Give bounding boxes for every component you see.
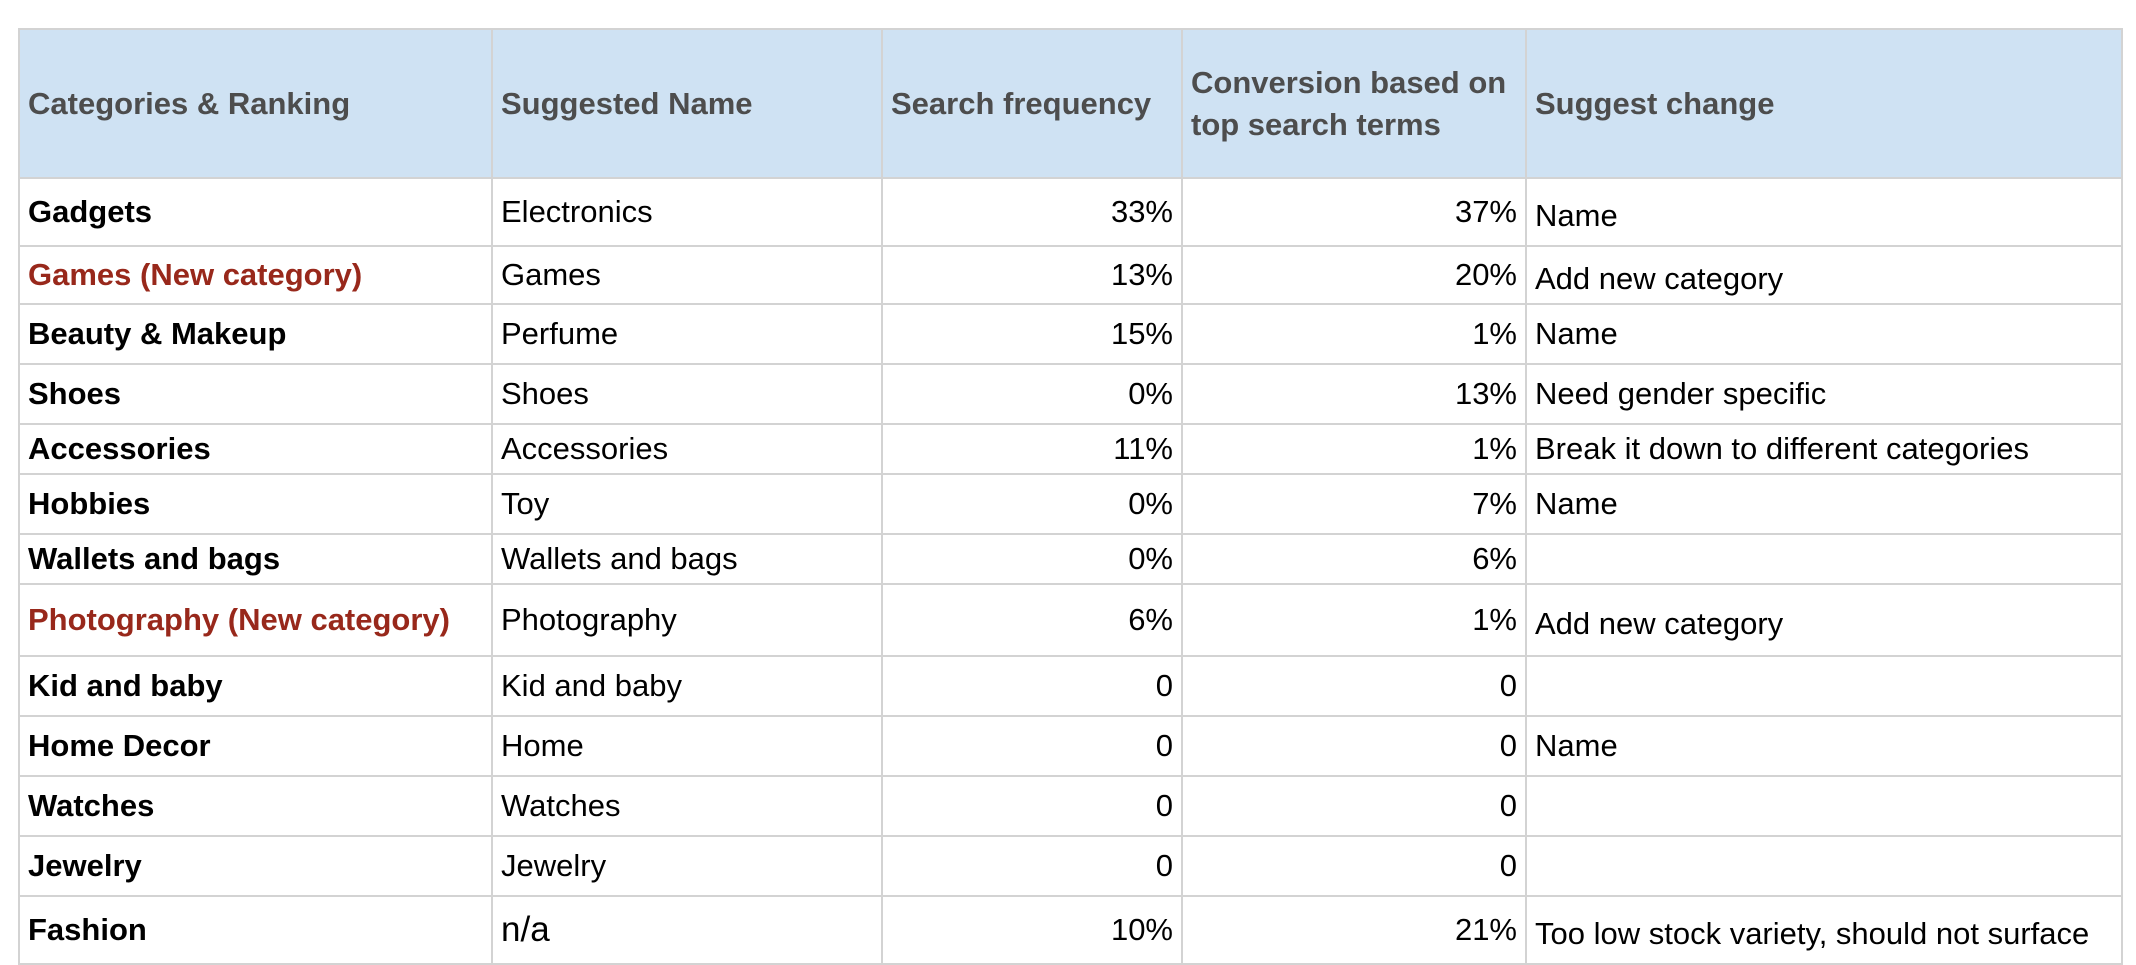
category-cell[interactable]: Home Decor [18,715,493,777]
suggest-change-cell[interactable]: Add new category [1525,245,2123,305]
search-frequency-cell[interactable]: 0% [881,363,1183,425]
conversion-cell[interactable]: 1% [1181,583,1527,657]
suggested-name-cell[interactable]: Wallets and bags [491,533,883,585]
suggest-change-cell[interactable]: Add new category [1525,583,2123,657]
suggested-name-cell[interactable]: Shoes [491,363,883,425]
suggested-name-cell[interactable]: Kid and baby [491,655,883,717]
search-frequency-cell[interactable]: 6% [881,583,1183,657]
category-cell[interactable]: Shoes [18,363,493,425]
category-cell[interactable]: Accessories [18,423,493,475]
suggest-change-cell[interactable] [1525,533,2123,585]
conversion-cell[interactable]: 0 [1181,715,1527,777]
suggested-name-cell[interactable]: Toy [491,473,883,535]
search-frequency-cell[interactable]: 0% [881,473,1183,535]
header-row: Categories & Ranking Suggested Name Sear… [18,28,2123,179]
suggest-change-cell[interactable]: Need gender specific [1525,363,2123,425]
conversion-cell[interactable]: 0 [1181,835,1527,897]
conversion-cell[interactable]: 1% [1181,423,1527,475]
search-frequency-cell[interactable]: 0% [881,533,1183,585]
conversion-cell[interactable]: 0 [1181,655,1527,717]
suggest-change-cell[interactable]: Name [1525,303,2123,365]
conversion-cell[interactable]: 13% [1181,363,1527,425]
category-cell[interactable]: Gadgets [18,177,493,247]
header-search-frequency[interactable]: Search frequency [881,28,1183,179]
search-frequency-cell[interactable]: 0 [881,655,1183,717]
category-cell[interactable]: Photography (New category) [18,583,493,657]
header-suggest-change[interactable]: Suggest change [1525,28,2123,179]
header-suggested-name[interactable]: Suggested Name [491,28,883,179]
header-category[interactable]: Categories & Ranking [18,28,493,179]
conversion-cell[interactable]: 0 [1181,775,1527,837]
conversion-cell[interactable]: 7% [1181,473,1527,535]
search-frequency-cell[interactable]: 15% [881,303,1183,365]
search-frequency-cell[interactable]: 13% [881,245,1183,305]
conversion-cell[interactable]: 6% [1181,533,1527,585]
suggested-name-cell[interactable]: Games [491,245,883,305]
header-conversion[interactable]: Conversion based on top search terms [1181,28,1527,179]
search-frequency-cell[interactable]: 11% [881,423,1183,475]
suggested-name-cell[interactable]: Home [491,715,883,777]
suggest-change-cell[interactable] [1525,775,2123,837]
search-frequency-cell[interactable]: 0 [881,835,1183,897]
category-cell[interactable]: Kid and baby [18,655,493,717]
table-row: Accessories Accessories 11% 1% Break it … [18,423,2123,475]
suggest-change-cell[interactable]: Name [1525,715,2123,777]
table-row: Wallets and bags Wallets and bags 0% 6% [18,533,2123,585]
table-row: Shoes Shoes 0% 13% Need gender specific [18,363,2123,425]
suggest-change-cell[interactable] [1525,655,2123,717]
suggest-change-cell[interactable]: Too low stock variety, should not surfac… [1525,895,2123,965]
category-cell[interactable]: Hobbies [18,473,493,535]
suggested-name-cell[interactable]: Perfume [491,303,883,365]
table-row: Gadgets Electronics 33% 37% Name [18,177,2123,247]
table-row: Photography (New category) Photography 6… [18,583,2123,657]
category-cell[interactable]: Games (New category) [18,245,493,305]
suggest-change-cell[interactable] [1525,835,2123,897]
conversion-cell[interactable]: 20% [1181,245,1527,305]
category-cell[interactable]: Watches [18,775,493,837]
table-row: Fashion n/a 10% 21% Too low stock variet… [18,895,2123,965]
table-row: Games (New category) Games 13% 20% Add n… [18,245,2123,305]
table-row: Watches Watches 0 0 [18,775,2123,837]
category-cell[interactable]: Wallets and bags [18,533,493,585]
category-ranking-table: Categories & Ranking Suggested Name Sear… [18,28,2123,965]
conversion-cell[interactable]: 37% [1181,177,1527,247]
suggested-name-cell[interactable]: Photography [491,583,883,657]
search-frequency-cell[interactable]: 10% [881,895,1183,965]
search-frequency-cell[interactable]: 0 [881,715,1183,777]
suggested-name-cell[interactable]: Jewelry [491,835,883,897]
suggested-name-cell[interactable]: Accessories [491,423,883,475]
suggest-change-cell[interactable]: Name [1525,473,2123,535]
table-row: Kid and baby Kid and baby 0 0 [18,655,2123,717]
table-row: Hobbies Toy 0% 7% Name [18,473,2123,535]
suggest-change-cell[interactable]: Name [1525,177,2123,247]
conversion-cell[interactable]: 1% [1181,303,1527,365]
category-cell[interactable]: Jewelry [18,835,493,897]
suggest-change-cell[interactable]: Break it down to different categories [1525,423,2123,475]
table-row: Jewelry Jewelry 0 0 [18,835,2123,897]
suggested-name-cell[interactable]: Electronics [491,177,883,247]
table-row: Beauty & Makeup Perfume 15% 1% Name [18,303,2123,365]
category-cell[interactable]: Beauty & Makeup [18,303,493,365]
table-row: Home Decor Home 0 0 Name [18,715,2123,777]
suggested-name-cell[interactable]: Watches [491,775,883,837]
suggested-name-cell[interactable]: n/a [491,895,883,965]
search-frequency-cell[interactable]: 33% [881,177,1183,247]
search-frequency-cell[interactable]: 0 [881,775,1183,837]
category-cell[interactable]: Fashion [18,895,493,965]
conversion-cell[interactable]: 21% [1181,895,1527,965]
